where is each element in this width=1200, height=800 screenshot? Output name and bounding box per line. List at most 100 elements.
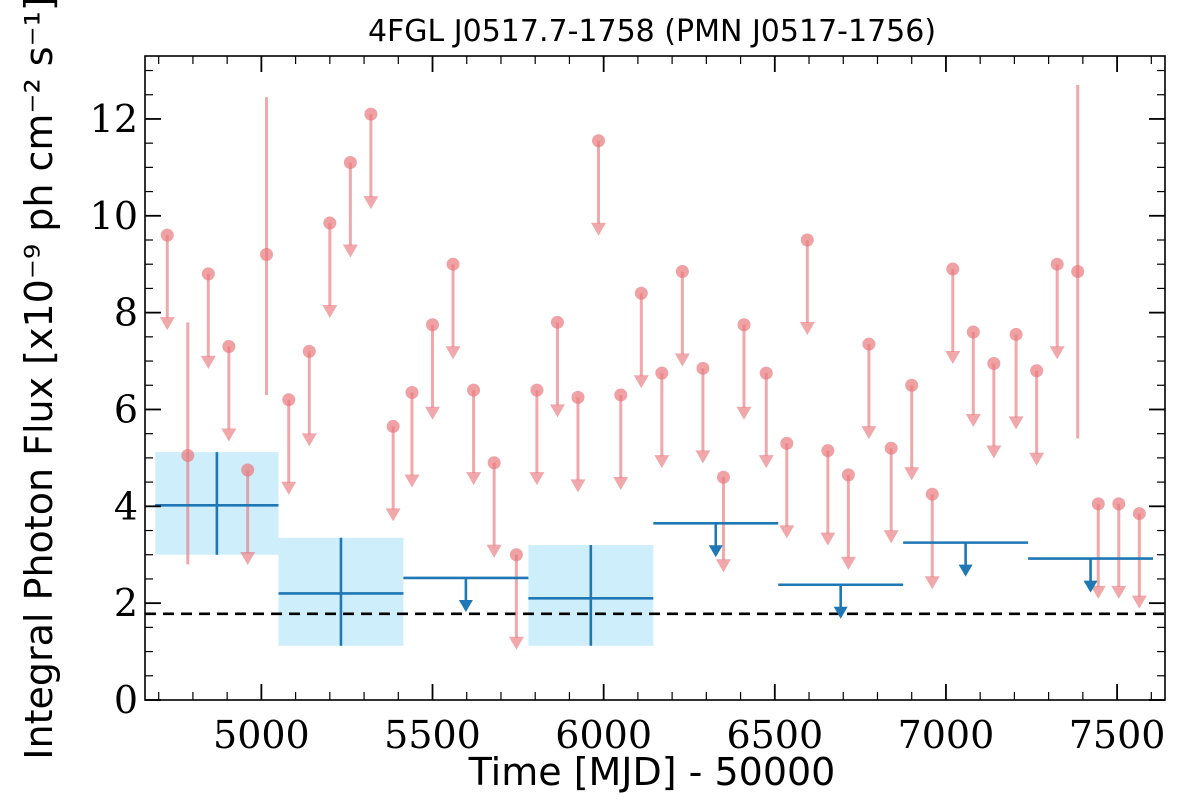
short-bin-marker <box>1071 264 1085 278</box>
short-bin-point-46 <box>1111 497 1127 599</box>
short-bin-marker <box>467 383 481 397</box>
short-bin-marker <box>905 378 919 392</box>
short-bin-point-17 <box>508 548 524 650</box>
long-bin-5 <box>778 583 904 619</box>
short-bin-marker <box>487 456 501 470</box>
short-bin-point-40 <box>986 356 1002 459</box>
long-bin-7 <box>1028 557 1154 593</box>
y-tick-label: 2 <box>114 581 138 625</box>
short-bin-marker <box>160 228 174 242</box>
short-bin-marker <box>364 107 378 121</box>
short-bin-upper-limit-arrow <box>342 244 358 258</box>
short-bin-point-19 <box>549 315 565 418</box>
short-bin-marker <box>592 134 606 148</box>
short-bin-upper-limit-arrow <box>466 472 482 486</box>
short-bin-upper-limit-arrow <box>820 532 836 546</box>
short-bin-point-30 <box>779 436 795 539</box>
short-bin-point-23 <box>633 286 649 389</box>
short-bin-point-44 <box>1071 85 1085 439</box>
long-bin-upper-limit-arrow <box>708 545 723 558</box>
short-bin-marker <box>821 444 835 458</box>
short-bin-point-1 <box>181 322 195 565</box>
short-bin-upper-limit-arrow <box>1111 585 1127 599</box>
short-bin-upper-limit-arrow <box>591 222 607 236</box>
short-bin-upper-limit-arrow <box>695 450 711 464</box>
short-bin-upper-limit-arrow <box>799 322 815 335</box>
short-bin-upper-limit-arrow <box>986 445 1002 459</box>
long-bin-upper-limit-arrow <box>458 599 473 612</box>
plot-frame <box>144 55 1166 701</box>
short-bin-marker <box>966 325 980 339</box>
short-bin-upper-limit-arrow <box>281 481 297 495</box>
short-bin-marker <box>446 257 460 271</box>
short-bin-marker <box>884 441 898 455</box>
short-bin-point-45 <box>1090 497 1106 599</box>
short-bin-marker <box>386 419 400 433</box>
short-bin-marker <box>222 340 236 354</box>
short-bin-upper-limit-arrow <box>200 355 216 369</box>
short-bin-point-47 <box>1131 507 1147 609</box>
short-bin-point-10 <box>363 107 379 210</box>
long-bin-upper-limit-arrow <box>833 606 848 619</box>
short-bin-point-5 <box>260 97 274 395</box>
short-bin-point-0 <box>159 228 175 331</box>
short-bin-marker <box>1030 364 1044 378</box>
short-bin-marker <box>343 156 357 170</box>
chart-title: 4FGL J0517.7-1758 (PMN J0517-1756) <box>368 14 936 49</box>
short-bin-upper-limit-arrow <box>779 525 795 539</box>
short-bin-point-26 <box>695 361 711 464</box>
short-bin-point-36 <box>904 378 920 481</box>
x-tick-label: 7500 <box>1069 713 1166 757</box>
short-bin-marker <box>737 318 751 332</box>
short-bin-marker <box>946 262 960 276</box>
short-bin-marker <box>405 386 419 400</box>
long-bin-upper-limit-arrow <box>1083 580 1098 593</box>
short-bin-marker <box>302 344 316 358</box>
short-bin-marker <box>614 388 628 402</box>
axis-ticks: 5000 5500 6000 6500 7000 7500 0 2 4 6 8 10 12 <box>90 56 1166 757</box>
short-bin-upper-limit-arrow <box>240 552 256 565</box>
short-bin-point-13 <box>425 318 441 420</box>
short-bin-marker <box>1132 507 1146 521</box>
y-tick-label: 0 <box>114 678 138 722</box>
short-bin-marker <box>696 361 710 375</box>
short-bin-upper-limit-arrow <box>965 414 981 427</box>
short-bin-point-33 <box>840 468 856 570</box>
short-bin-upper-limit-arrow <box>385 508 401 522</box>
short-bin-upper-limit-arrow <box>924 576 940 590</box>
short-bin-marker <box>800 233 814 247</box>
short-bin-point-35 <box>883 441 899 544</box>
long-bin-6 <box>903 541 1029 577</box>
short-bin-point-25 <box>674 264 690 367</box>
short-bin-point-11 <box>385 419 401 522</box>
short-bin-upper-limit-arrow <box>1029 452 1045 466</box>
short-bin-point-28 <box>736 318 752 420</box>
short-bin-marker <box>716 470 730 484</box>
short-bin-marker <box>862 337 876 351</box>
short-bin-point-3 <box>221 340 237 442</box>
short-bin-upper-limit-arrow <box>945 351 961 365</box>
short-bin-marker <box>181 448 195 462</box>
short-bin-upper-limit-arrow <box>529 472 545 486</box>
short-bin-upper-limit-arrow <box>549 404 565 418</box>
short-bin-upper-limit-arrow <box>570 479 586 493</box>
short-bin-marker <box>841 468 855 482</box>
short-bin-marker <box>509 548 523 562</box>
short-bin-marker <box>925 487 939 501</box>
y-tick-label: 4 <box>114 484 138 528</box>
short-bin-marker <box>1091 497 1105 511</box>
short-bin-point-31 <box>799 233 815 335</box>
y-tick-label: 8 <box>114 291 138 335</box>
short-bin-upper-limit-arrow <box>1049 346 1065 360</box>
x-tick-label: 7000 <box>898 713 995 757</box>
short-bin-marker <box>241 463 255 477</box>
short-bin-marker <box>655 366 669 380</box>
short-bin-marker <box>987 356 1001 370</box>
short-bin-marker <box>571 390 585 404</box>
short-bin-upper-limit-arrow <box>301 433 317 447</box>
short-bin-upper-limit-arrow <box>861 426 877 440</box>
short-bin-point-2 <box>200 267 216 369</box>
short-bin-upper-limit-arrow <box>613 476 629 490</box>
x-tick-label: 6500 <box>726 713 823 757</box>
